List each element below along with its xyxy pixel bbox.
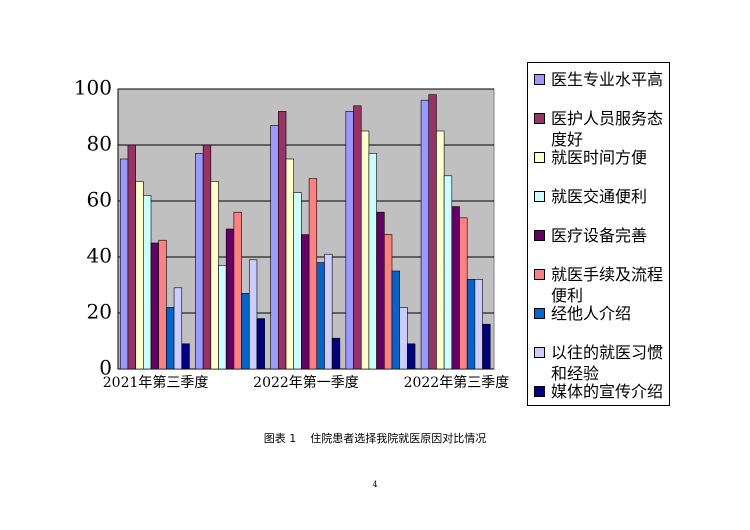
bar [135,181,144,370]
bar [345,111,354,370]
bar [360,130,370,370]
bar [285,158,295,370]
bar [158,239,167,370]
bar [420,99,430,370]
bar [293,192,302,370]
legend-swatch [534,386,545,397]
bar [248,259,258,370]
legend-item: 医护人员服务态度好 [534,108,665,149]
legend-item: 医疗设备完善 [534,225,665,264]
x-tick-label: 2022年第三季度 [404,374,510,391]
legend-label: 医疗设备完善 [551,226,648,245]
legend-label: 经他人介绍 [551,304,632,323]
bar [278,111,287,370]
bar [218,265,227,370]
legend-swatch [534,230,545,241]
bar [376,211,385,370]
bar [173,287,183,370]
y-tick-label: 20 [87,300,112,324]
bar [241,293,250,370]
bar [474,279,483,370]
bar [301,234,310,370]
legend: 医生专业水平高医护人员服务态度好 就医时间方便 就医交通便利 医疗设备完善就医手续及流… [527,62,670,406]
bar [407,343,416,370]
bar [368,153,377,370]
bar [428,94,437,370]
bar [459,217,468,370]
bar [324,253,333,370]
x-tick-label: 2022年第一季度 [253,374,359,391]
legend-item: 医生专业水平高 [534,69,665,108]
bar [143,195,152,370]
legend-item: 媒体的宣传介绍 [534,381,665,420]
legend-swatch [534,191,545,202]
bar [225,228,235,370]
y-tick-label: 80 [87,132,112,156]
bar [270,125,279,370]
bar [353,105,362,370]
legend-swatch [534,113,545,124]
legend-label: 医生专业水平高 [551,70,664,89]
legend-swatch [534,308,545,319]
legend-swatch [534,347,545,358]
y-tick-label: 0 [99,356,112,380]
bar [202,144,212,370]
bar [466,279,476,370]
legend-label: 就医手续及流程便利 [551,265,664,305]
bar [443,175,453,370]
legend-item: 经他人介绍 [534,303,665,342]
legend-swatch [534,152,545,163]
bar [399,307,408,370]
legend-label: 媒体的宣传介绍 [551,382,664,401]
y-tick-label: 100 [74,76,112,100]
legend-label: 以往的就医习惯和经验 [551,343,664,383]
legend-swatch [534,74,545,85]
bar [316,262,325,370]
bar [391,270,400,370]
legend-label: 就医时间方便 [551,148,648,167]
bar [210,181,219,370]
bar [166,307,175,370]
legend-item: 就医时间方便 [534,147,665,186]
bar [195,153,204,370]
caption: 图表 1 住院患者选择我院就医原因对比情况 [263,432,487,445]
y-tick-label: 60 [87,188,112,212]
bar [451,206,460,370]
legend-label: 就医交通便利 [551,187,648,206]
bar [482,323,491,370]
legend-item: 就医手续及流程便利 [534,264,665,305]
x-tick-label: 2021年第三季度 [103,374,209,391]
bar [331,337,341,370]
bar [308,178,318,370]
y-tick-label: 40 [87,244,112,268]
bar [233,211,242,370]
legend-item: 就医交通便利 [534,186,665,225]
legend-label: 医护人员服务态度好 [551,109,664,149]
bar [119,158,129,370]
bar [383,234,393,370]
bar [256,318,265,370]
bar [127,144,136,370]
bar [436,130,445,370]
bar [181,343,190,370]
bar [150,242,159,370]
legend-item: 以往的就医习惯和经验 [534,342,665,383]
page-number: 4 [372,480,378,489]
legend-swatch [534,269,545,280]
